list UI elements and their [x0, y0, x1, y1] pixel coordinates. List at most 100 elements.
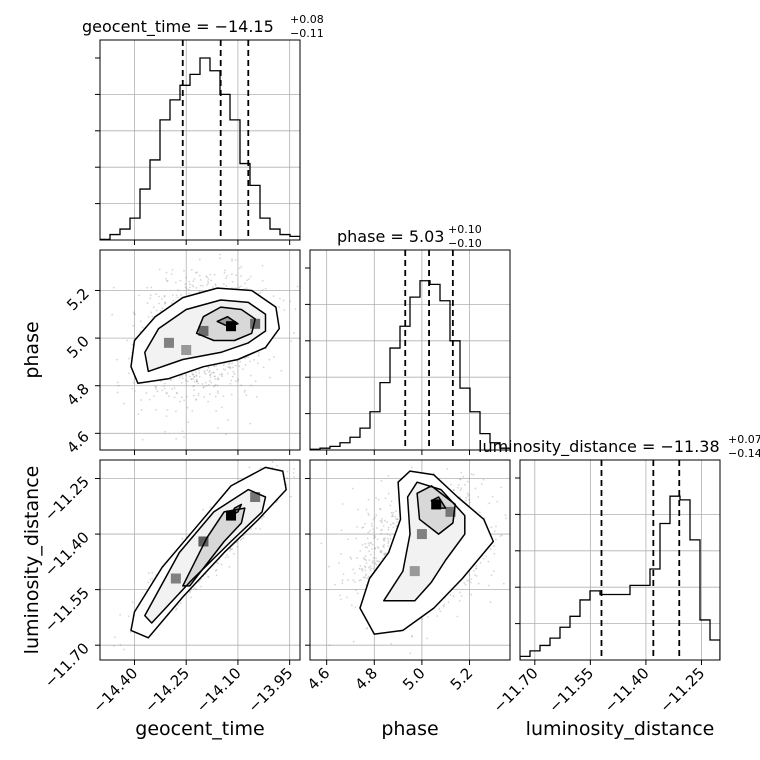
- sample-point: [215, 364, 218, 367]
- contour-line: [130, 466, 287, 639]
- sample-point: [208, 371, 211, 373]
- sample-point: [218, 373, 221, 376]
- sample-point: [153, 395, 155, 398]
- sample-point: [244, 363, 247, 366]
- density-cell: [163, 337, 174, 348]
- panel-phase-hist: [305, 249, 511, 455]
- sample-point: [123, 648, 125, 651]
- sample-point: [146, 286, 149, 289]
- x-tick-label: −11.25: [656, 664, 708, 716]
- sample-point: [370, 522, 373, 525]
- sample-point: [242, 534, 245, 537]
- sample-point: [231, 280, 234, 283]
- sample-point: [426, 637, 428, 640]
- sample-point: [188, 286, 191, 289]
- sample-point: [475, 575, 478, 577]
- sample-point: [237, 378, 240, 381]
- sample-point: [212, 371, 215, 374]
- sample-point: [230, 273, 233, 276]
- sample-point: [367, 512, 370, 515]
- sample-point: [373, 516, 376, 519]
- y-tick-label: 5.0: [63, 332, 93, 362]
- sample-point: [395, 524, 398, 527]
- sample-point: [195, 398, 198, 401]
- sample-point: [192, 280, 195, 282]
- sample-point: [462, 475, 465, 478]
- sample-point: [352, 568, 355, 571]
- sample-point: [206, 283, 208, 286]
- sample-point: [215, 574, 218, 577]
- sample-point: [239, 539, 242, 541]
- title-phase: phase = 5.03 +0.10 −0.10: [337, 223, 482, 250]
- sample-point: [154, 388, 157, 390]
- panel-frame: [99, 39, 301, 241]
- sample-point: [211, 286, 214, 289]
- sample-point: [147, 581, 150, 584]
- sample-point: [132, 381, 135, 384]
- sample-point: [216, 384, 219, 387]
- sample-point: [201, 383, 204, 385]
- sample-point: [149, 297, 152, 299]
- sample-point: [271, 461, 274, 463]
- sample-point: [221, 375, 224, 378]
- sample-point: [467, 495, 470, 497]
- sample-point: [375, 563, 378, 566]
- sample-point: [492, 545, 495, 547]
- sample-point: [380, 479, 383, 482]
- sample-point: [372, 530, 375, 533]
- sample-point: [339, 598, 342, 601]
- sample-point: [174, 410, 177, 413]
- sample-point: [224, 369, 227, 371]
- sample-point: [229, 550, 231, 552]
- sample-point: [370, 548, 373, 550]
- sample-point: [387, 475, 390, 477]
- sample-point: [382, 537, 385, 540]
- sample-point: [141, 438, 144, 441]
- x-tick-label: 4.8: [352, 664, 382, 694]
- sample-point: [206, 369, 209, 372]
- sample-point: [395, 518, 397, 520]
- sample-point: [241, 368, 244, 371]
- sample-point: [240, 537, 243, 540]
- sample-point: [197, 382, 200, 385]
- sample-point: [213, 273, 216, 276]
- sample-point: [351, 487, 354, 490]
- contour-line: [359, 470, 495, 635]
- sample-point: [114, 636, 116, 639]
- contour-line: [195, 306, 256, 342]
- sample-point: [261, 279, 264, 282]
- sample-point: [170, 378, 172, 381]
- sample-point: [213, 365, 216, 368]
- sample-point: [204, 244, 206, 246]
- x-tick-label: 4.6: [304, 664, 334, 694]
- sample-point: [187, 288, 190, 291]
- sample-point: [194, 399, 197, 401]
- sample-point: [236, 541, 239, 544]
- sample-point: [229, 547, 232, 550]
- sample-point: [215, 569, 217, 572]
- sample-point: [293, 453, 295, 455]
- sample-point: [459, 478, 462, 481]
- sample-point: [477, 582, 480, 585]
- sample-point: [112, 644, 115, 647]
- sample-point: [133, 390, 136, 392]
- sample-point: [147, 572, 150, 575]
- x-tick-label: −14.25: [141, 664, 193, 716]
- sample-point: [176, 296, 179, 299]
- sample-point: [511, 511, 513, 513]
- sample-point: [342, 573, 345, 576]
- contour-line: [416, 485, 456, 535]
- x-axis-label-luminosity-distance: luminosity_distance: [526, 718, 715, 740]
- sample-point: [409, 652, 412, 655]
- svg-text:−0.11: −0.11: [290, 27, 324, 40]
- sample-point: [190, 377, 193, 380]
- sample-point: [293, 475, 296, 478]
- sample-point: [371, 560, 374, 562]
- panel-geocent-time-hist: [95, 39, 301, 245]
- sample-point: [243, 391, 246, 393]
- sample-point: [386, 521, 389, 524]
- sample-point: [367, 575, 370, 578]
- sample-point: [174, 281, 177, 284]
- sample-point: [514, 594, 516, 596]
- sample-point: [188, 280, 191, 283]
